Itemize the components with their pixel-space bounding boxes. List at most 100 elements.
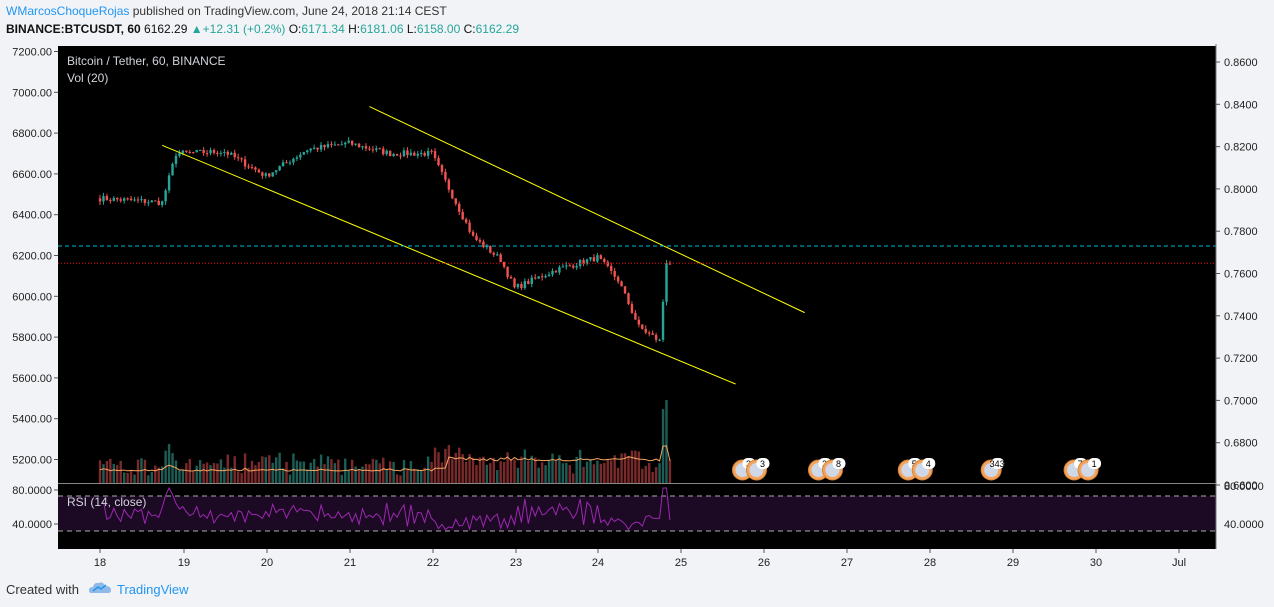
volume-bar xyxy=(240,473,243,483)
candle-body xyxy=(416,153,419,156)
trendlines xyxy=(161,106,805,385)
volume-bar xyxy=(592,464,596,483)
candle-body xyxy=(444,171,447,180)
candle-body xyxy=(133,199,136,201)
volume-bar xyxy=(665,399,668,483)
volume-bar xyxy=(648,463,651,483)
volume-bar xyxy=(406,468,409,483)
volume-bar xyxy=(420,469,423,483)
volume-bar xyxy=(651,472,654,483)
candle-body xyxy=(658,339,661,341)
volume-bar xyxy=(198,460,202,483)
low-value: 6158.00 xyxy=(416,22,461,36)
volume-bar xyxy=(613,455,616,483)
volume-bar xyxy=(572,473,575,483)
candle-body xyxy=(209,149,212,154)
rsi xyxy=(58,486,1216,532)
price-tick-label: 5200.00 xyxy=(12,455,52,467)
candle-body xyxy=(496,254,499,256)
candle-body xyxy=(516,284,520,288)
candle-body xyxy=(399,155,402,157)
right-tick-label: 0.7200 xyxy=(1224,353,1258,365)
candle-body xyxy=(385,150,388,155)
candle-body xyxy=(174,155,178,164)
candle-body xyxy=(178,153,181,156)
candle-body xyxy=(347,140,350,143)
event-count: 1 xyxy=(1092,459,1097,469)
chart-canvas[interactable]: 6246.326162.29 33285434371 7200.007000.0… xyxy=(0,44,1274,571)
candle-body xyxy=(499,254,502,262)
volume-bar xyxy=(98,460,102,483)
volume-bar xyxy=(513,459,516,483)
candle-body xyxy=(240,158,243,160)
price-tick-label: 6000.00 xyxy=(12,291,52,303)
volume-bar xyxy=(154,465,157,483)
volume-bar xyxy=(416,469,419,483)
candle-body xyxy=(160,201,164,205)
candle-body xyxy=(378,148,381,150)
price-tick-label: 5800.00 xyxy=(12,332,52,344)
candle-body xyxy=(648,332,651,334)
volume-bar xyxy=(489,463,492,483)
candle-body xyxy=(561,266,565,268)
candle-body xyxy=(665,263,668,302)
candle-body xyxy=(212,149,216,153)
volume-bar xyxy=(129,470,133,483)
candle-body xyxy=(354,143,357,145)
volume-bar xyxy=(181,469,185,483)
price-tick-label: 6400.00 xyxy=(12,210,52,222)
price-pane[interactable] xyxy=(58,46,1216,483)
volume-bar xyxy=(309,462,312,483)
volume-bar xyxy=(354,466,357,483)
candle-body xyxy=(527,281,530,284)
candle-body xyxy=(147,202,150,204)
tradingview-link[interactable]: TradingView xyxy=(117,582,189,597)
volume-bar xyxy=(247,467,250,483)
right-tick-label: 0.8000 xyxy=(1224,184,1258,196)
volume-bar xyxy=(551,453,554,483)
volume-bar xyxy=(654,467,658,483)
candle-body xyxy=(181,150,185,154)
candle-body xyxy=(306,150,309,153)
author-link[interactable]: WMarcosChoqueRojas xyxy=(6,4,130,18)
candle-body xyxy=(233,152,236,158)
candle-body xyxy=(540,276,544,278)
candle-body xyxy=(554,270,558,273)
price-tick-label: 6800.00 xyxy=(12,128,52,140)
event-markers: 33285434371 xyxy=(731,458,1102,481)
volume-bar xyxy=(202,463,205,483)
candle-body xyxy=(216,152,219,154)
volume-bar xyxy=(561,463,565,483)
candle-body xyxy=(188,151,192,153)
candle-body xyxy=(451,189,454,199)
volume-bar xyxy=(392,462,395,483)
candle-body xyxy=(119,199,122,201)
volume-bar xyxy=(540,462,544,483)
candle-body xyxy=(409,152,413,156)
candle-body xyxy=(261,172,264,176)
volume-bar xyxy=(119,460,122,483)
volume-bar xyxy=(378,463,381,483)
candle-body xyxy=(478,240,482,242)
candle-body xyxy=(530,277,533,284)
volume-bar xyxy=(658,463,661,483)
candle-body xyxy=(568,265,571,267)
candle-body xyxy=(274,170,278,173)
candle-body xyxy=(116,197,119,200)
event-count-bubble xyxy=(832,458,846,469)
volume-bar xyxy=(554,461,558,483)
candle-body xyxy=(126,198,129,200)
volume-bar xyxy=(147,475,150,483)
volume-bar xyxy=(547,459,551,483)
rsi-legend: RSI (14, close) xyxy=(67,495,146,509)
candle-body xyxy=(281,162,285,167)
candle-body xyxy=(395,154,399,156)
candle-body xyxy=(388,150,392,157)
volume-bar xyxy=(444,448,447,483)
time-tick-label: 22 xyxy=(427,557,439,569)
volume-bar xyxy=(585,461,589,483)
candle-body xyxy=(402,150,406,157)
volume-bar xyxy=(637,451,641,483)
candle-body xyxy=(288,162,292,164)
volume-bar xyxy=(627,455,630,483)
